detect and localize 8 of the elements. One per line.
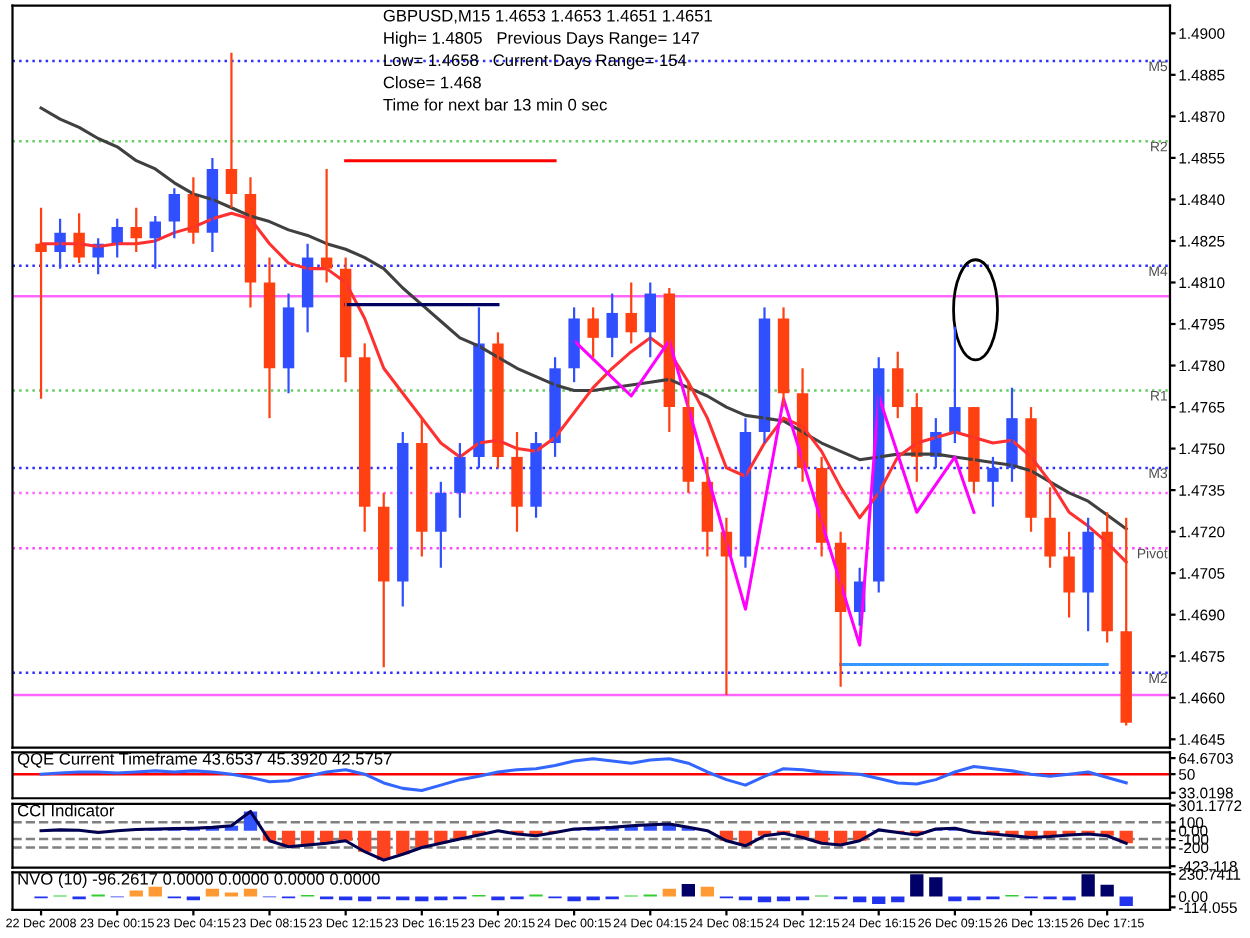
chart-title: QQE Current Timeframe 43.6537 45.3920 42.5757 bbox=[17, 752, 392, 768]
chart-title: GBPUSD,M15 1.4653 1.4653 1.4651 1.4651 bbox=[383, 9, 712, 24]
annotation: High= 1.4805 Previous Days Range= 147 bbox=[384, 31, 699, 48]
chart-title: CCI Indicator bbox=[17, 804, 115, 817]
annotation: Time for next bar 13 min 0 sec bbox=[383, 98, 607, 111]
chart-title: NVO (10) -96.2617 0.0000 0.0000 0.0000 0.0000 bbox=[18, 872, 380, 889]
annotation: Low= 1.4658 Current Days Range= 154 bbox=[384, 54, 687, 70]
annotation: Close= 1.468 bbox=[383, 76, 481, 89]
